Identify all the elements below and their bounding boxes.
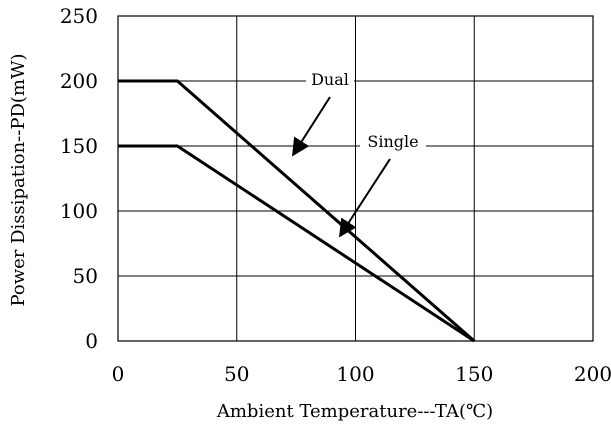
annotation-box <box>360 131 426 153</box>
annotation-box <box>306 69 354 91</box>
y-tick-label: 100 <box>60 199 98 223</box>
x-tick-label: 0 <box>112 362 125 386</box>
series-line-dual <box>118 79 476 343</box>
annotations: Dual Single <box>292 69 426 238</box>
x-tick-label: 50 <box>224 362 249 386</box>
annotation-arrow <box>292 96 331 157</box>
y-tick-label: 50 <box>73 264 98 288</box>
y-tick-label: 250 <box>60 4 98 28</box>
series-line-single <box>118 144 476 343</box>
x-tick-label: 150 <box>455 362 493 386</box>
annotation-label: Single <box>367 132 418 151</box>
y-axis-title: Power Dissipation--PD(mW) <box>8 53 29 306</box>
series-group <box>118 79 476 343</box>
y-tick-label: 0 <box>85 329 98 353</box>
x-tick-label: 100 <box>336 362 374 386</box>
x-axis-title: Ambient Temperature---TA(℃) <box>216 401 493 422</box>
annotation-arrow <box>339 158 391 238</box>
x-tick-label: 200 <box>574 362 611 386</box>
tick-labels: 0 50 100 150 200 0 50 100 150 200 250 <box>60 4 611 386</box>
y-tick-label: 150 <box>60 134 98 158</box>
plot-area-frame <box>117 15 594 342</box>
grid <box>118 16 593 341</box>
annotation-label: Dual <box>311 70 349 89</box>
y-tick-label: 200 <box>60 69 98 93</box>
